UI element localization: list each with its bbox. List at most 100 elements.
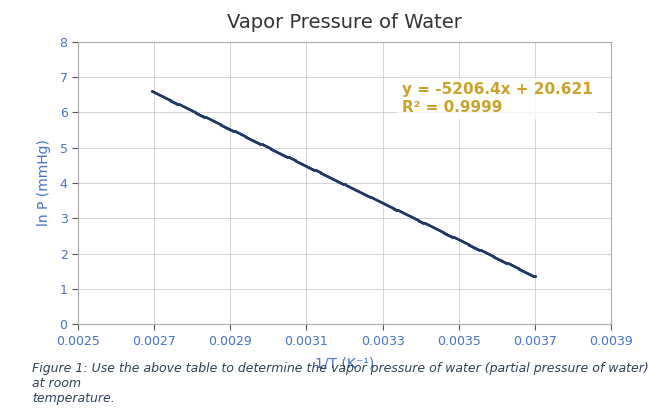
Point: [491, 255, 502, 261]
Point: [315, 169, 325, 176]
Point: [157, 93, 167, 99]
Point: [183, 106, 194, 112]
Point: [255, 140, 265, 147]
Point: [484, 251, 494, 258]
Title: Vapor Pressure of Water: Vapor Pressure of Water: [227, 13, 462, 32]
Point: [403, 212, 413, 218]
Point: [424, 222, 434, 229]
Text: y = -5206.4x + 20.621
R² = 0.9999: y = -5206.4x + 20.621 R² = 0.9999: [402, 82, 592, 115]
Point: [280, 152, 290, 159]
Point: [268, 147, 279, 154]
Point: [464, 242, 474, 248]
Point: [162, 96, 173, 102]
Point: [197, 112, 207, 119]
Point: [432, 226, 442, 233]
Point: [520, 268, 530, 275]
Point: [466, 243, 476, 249]
Point: [170, 99, 181, 106]
Point: [287, 156, 298, 163]
Point: [274, 149, 284, 156]
Point: [301, 163, 311, 169]
Point: [480, 249, 490, 256]
Point: [530, 273, 540, 280]
Point: [207, 117, 217, 124]
Point: [281, 153, 292, 160]
Point: [259, 142, 269, 149]
Point: [399, 210, 410, 217]
Point: [189, 109, 200, 115]
Point: [263, 144, 273, 151]
Point: [317, 170, 327, 177]
Point: [389, 205, 400, 212]
Point: [168, 98, 179, 105]
Point: [233, 130, 244, 136]
Point: [337, 180, 348, 187]
Point: [395, 208, 406, 215]
Point: [339, 181, 350, 188]
Point: [211, 119, 221, 126]
Point: [470, 244, 480, 251]
Point: [370, 196, 380, 203]
Point: [357, 189, 367, 196]
Point: [245, 136, 255, 142]
Point: [478, 248, 488, 255]
Point: [265, 145, 275, 151]
Point: [495, 256, 506, 263]
Point: [502, 260, 513, 267]
Point: [376, 199, 386, 206]
Point: [347, 185, 358, 191]
Point: [355, 188, 365, 195]
Point: [178, 103, 188, 110]
Point: [380, 201, 390, 207]
Point: [257, 141, 267, 148]
Point: [226, 126, 236, 133]
Point: [299, 161, 309, 168]
Point: [180, 104, 190, 111]
Point: [512, 265, 523, 272]
Point: [159, 94, 169, 100]
Point: [241, 134, 252, 140]
Point: [412, 216, 423, 223]
Point: [285, 155, 296, 162]
Point: [363, 192, 373, 199]
Point: [486, 252, 496, 258]
Point: [309, 166, 319, 173]
Point: [205, 116, 215, 123]
Point: [320, 172, 330, 178]
Point: [410, 215, 421, 222]
Point: [462, 240, 473, 247]
Point: [153, 91, 163, 98]
Point: [161, 95, 171, 102]
Point: [318, 171, 328, 178]
Point: [428, 224, 438, 230]
Point: [307, 165, 317, 172]
Point: [209, 118, 219, 124]
Point: [216, 121, 227, 128]
Point: [253, 139, 263, 146]
Point: [374, 198, 384, 205]
Point: [391, 206, 402, 213]
Point: [345, 184, 356, 191]
Point: [270, 148, 281, 154]
Point: [434, 227, 444, 233]
Point: [414, 218, 424, 224]
Point: [330, 176, 340, 183]
Point: [451, 235, 462, 242]
Point: [397, 209, 408, 215]
Point: [343, 183, 354, 190]
Point: [328, 176, 338, 182]
Point: [472, 245, 482, 252]
Point: [276, 151, 286, 157]
Point: [218, 123, 229, 129]
Point: [522, 270, 532, 276]
Point: [295, 160, 306, 166]
Point: [445, 232, 456, 239]
Point: [401, 211, 411, 218]
Point: [409, 215, 419, 221]
Point: [514, 266, 525, 272]
Point: [322, 173, 332, 179]
Point: [174, 101, 185, 108]
Point: [172, 100, 183, 107]
Point: [420, 220, 430, 227]
Point: [500, 259, 511, 266]
